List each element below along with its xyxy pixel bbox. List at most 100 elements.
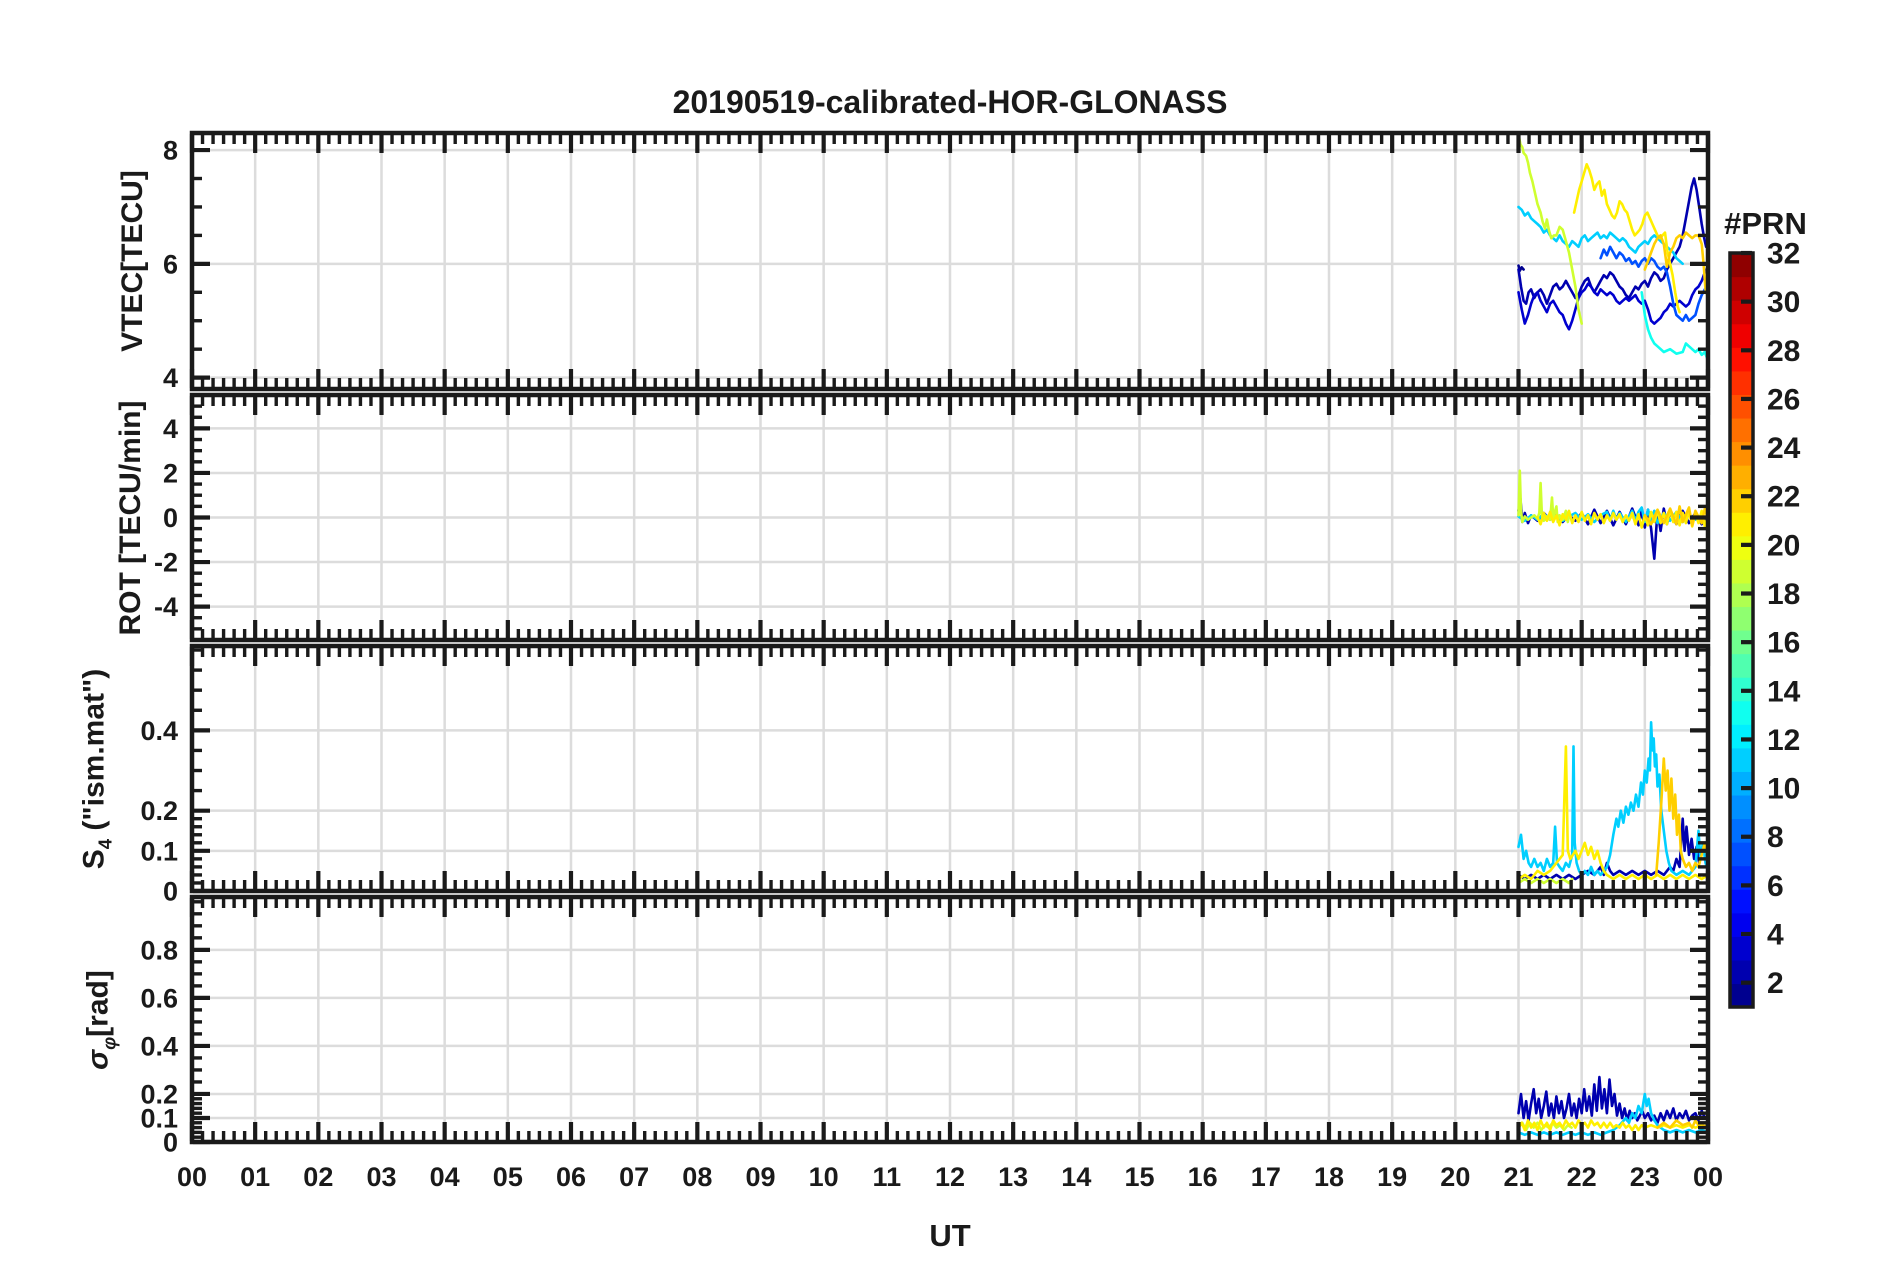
y-axis-label-s4: S4 ("ism.mat") — [77, 668, 116, 869]
xtick-label: 16 — [1188, 1162, 1218, 1192]
series-vtec-prn21 — [1572, 163, 1681, 314]
colorbar-cell — [1730, 323, 1753, 348]
gridlines-s4 — [192, 646, 1708, 891]
y-axis-label-sigmaphi: σφ[rad] — [81, 969, 120, 1070]
colorbar-cell — [1730, 936, 1753, 961]
ticks-vtec — [189, 134, 1711, 388]
panel-s4: 0 0.1 0.2 0.4 — [140, 643, 1711, 906]
gridlines-sigmaphi — [192, 897, 1708, 1142]
panel-vtec: 4 6 8 — [163, 130, 1711, 393]
ticks-s4 — [189, 647, 1711, 894]
colorbar-tick-label: 4 — [1767, 919, 1784, 952]
xtick-label: 04 — [430, 1162, 460, 1192]
series-sigmaphi-prn11 — [1517, 1092, 1708, 1137]
xtick-label: 00 — [177, 1162, 207, 1192]
colorbar-tick-label: 14 — [1767, 675, 1801, 708]
colorbar-cell — [1730, 300, 1753, 325]
colorbar-tick-label: 16 — [1767, 627, 1800, 660]
panel-frame-rot — [189, 392, 1711, 643]
xtick-label: 22 — [1567, 1162, 1597, 1192]
xtick-label: 01 — [240, 1162, 270, 1192]
xtick-label: 02 — [303, 1162, 333, 1192]
colorbar-cell — [1730, 370, 1753, 395]
colorbar-tick-label: 32 — [1767, 238, 1800, 271]
colorbar-tick-label: 6 — [1767, 870, 1784, 903]
series-vtec-prn7 — [1599, 245, 1708, 323]
colorbar-cell — [1730, 700, 1753, 725]
colorbar-cell — [1730, 818, 1753, 843]
ytick-label-vtec: 6 — [163, 249, 178, 279]
colorbar-cell — [1730, 441, 1753, 466]
ytick-label-vtec: 4 — [163, 363, 178, 393]
xtick-label: 03 — [366, 1162, 396, 1192]
ytick-label-s4: 0.4 — [140, 716, 178, 746]
series-vtec-prn1 — [1517, 264, 1525, 273]
colorbar-title: #PRN — [1724, 206, 1807, 241]
colorbar-cell — [1730, 465, 1753, 490]
ytick-label-rot: 0 — [163, 503, 178, 533]
y-axis-label-rot: ROT [TECU/min] — [114, 400, 147, 635]
colorbar-cell — [1730, 253, 1753, 278]
series-s4-prn22 — [1654, 757, 1708, 877]
colorbar-tick-label: 2 — [1767, 967, 1784, 1000]
panel-frame-sigmaphi — [189, 894, 1711, 1145]
colorbar-cell — [1730, 889, 1753, 914]
series-s4-prn11 — [1517, 720, 1708, 877]
ytick-label-sigmaphi: 0.2 — [140, 1079, 178, 1109]
colorbar-tick-label: 8 — [1767, 821, 1784, 854]
xtick-label: 15 — [1124, 1162, 1154, 1192]
ytick-label-sigmaphi: 0.1 — [140, 1103, 178, 1133]
series-group-s4 — [1517, 720, 1708, 885]
series-vtec-prn22 — [1643, 231, 1708, 300]
colorbar-cell — [1730, 606, 1753, 631]
xtick-label: 07 — [619, 1162, 649, 1192]
colorbar-cell — [1730, 794, 1753, 820]
ytick-label-sigmaphi: 0 — [163, 1127, 178, 1157]
colorbar-cell — [1730, 653, 1753, 678]
colorbar-cell — [1730, 488, 1753, 513]
colorbar-tick-label: 28 — [1767, 335, 1800, 368]
ytick-label-s4: 0.2 — [140, 796, 178, 826]
colorbar-cell — [1730, 347, 1753, 372]
ytick-label-vtec: 8 — [163, 136, 178, 166]
colorbar-cell — [1730, 276, 1753, 301]
xtick-label: 19 — [1377, 1162, 1407, 1192]
series-vtec-prn19 — [1517, 133, 1583, 325]
xtick-label: 13 — [998, 1162, 1028, 1192]
xtick-label: 09 — [745, 1162, 775, 1192]
xtick-label: 14 — [1061, 1162, 1091, 1192]
series-sigmaphi-prn21 — [1517, 1119, 1708, 1132]
colorbar-tick-label: 26 — [1767, 383, 1800, 416]
colorbar-tick-label: 10 — [1767, 773, 1800, 806]
colorbar-tick-label: 12 — [1767, 724, 1800, 757]
x-tick-labels: 00 01 02 03 04 05 06 07 08 09 10 11 12 13 14 15 16 17 18 19… — [177, 1162, 1723, 1192]
colorbar-tick-label: 22 — [1767, 481, 1800, 514]
colorbar-cell — [1730, 535, 1753, 560]
colorbar-cell — [1730, 771, 1753, 796]
colorbar-cell — [1730, 747, 1753, 772]
colorbar-cell — [1730, 417, 1753, 443]
colorbar-cell — [1730, 959, 1753, 985]
series-group-vtec — [1517, 133, 1708, 362]
xtick-label: 05 — [493, 1162, 523, 1192]
colorbar-cell — [1730, 983, 1753, 1008]
xtick-label: 10 — [809, 1162, 839, 1192]
ytick-label-rot: 4 — [163, 414, 178, 444]
series-group-rot — [1517, 469, 1708, 561]
colorbar-tick-label: 24 — [1767, 432, 1801, 465]
ytick-label-rot: -4 — [154, 592, 178, 622]
ytick-label-sigmaphi: 0.8 — [140, 935, 178, 965]
xtick-label: 12 — [935, 1162, 965, 1192]
panel-sigmaphi: 00.10.2 0.4 0.6 0.8 — [140, 894, 1711, 1157]
xtick-label: 18 — [1314, 1162, 1344, 1192]
ytick-label-s4: 0.1 — [140, 836, 178, 866]
series-s4-prn21 — [1517, 745, 1708, 881]
panel-frame-vtec — [189, 130, 1711, 392]
gridlines-rot — [192, 395, 1708, 640]
ytick-label-rot: 2 — [163, 458, 178, 488]
colorbar-cell — [1730, 559, 1753, 584]
ticks-sigmaphi — [189, 898, 1711, 1145]
xtick-label: 00 — [1693, 1162, 1723, 1192]
